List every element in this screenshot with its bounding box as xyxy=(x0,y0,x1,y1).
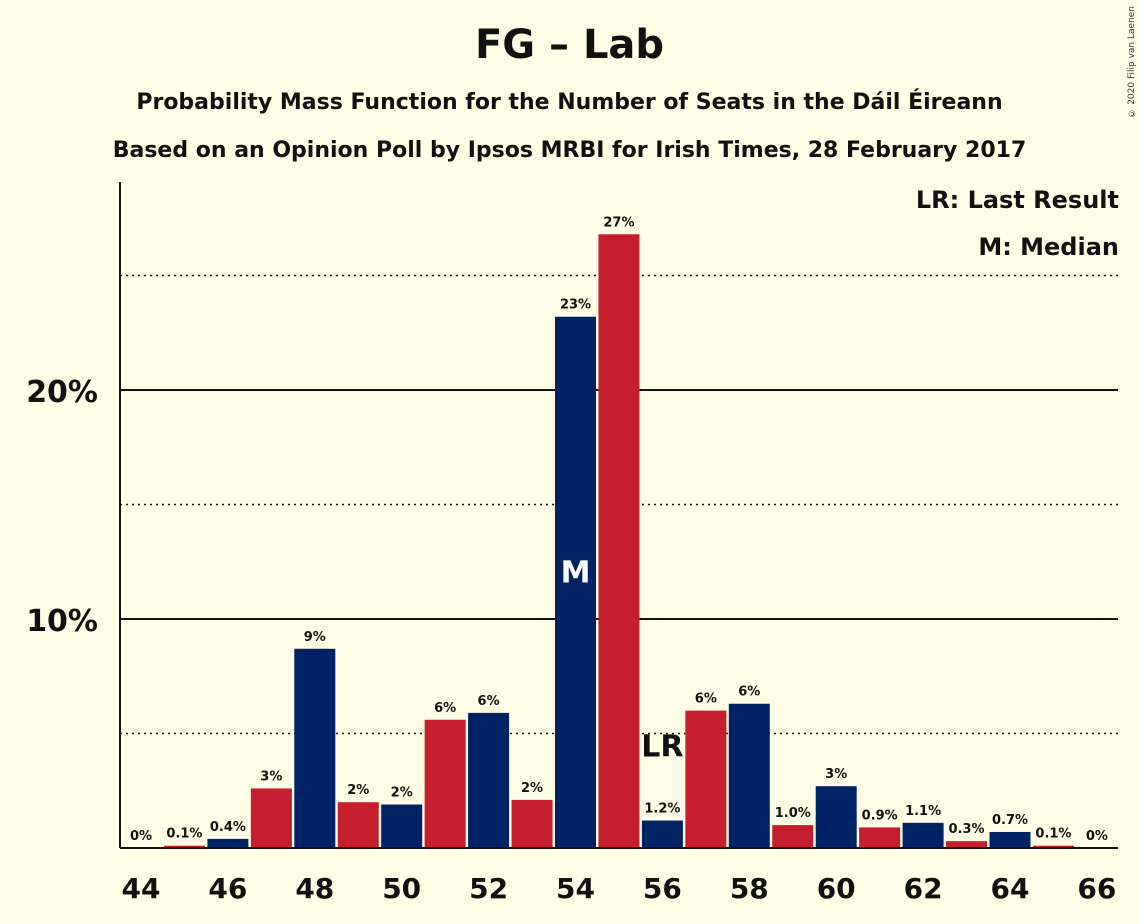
x-tick-label: 58 xyxy=(730,872,769,905)
y-tick-label: 10% xyxy=(26,604,98,639)
bars xyxy=(163,234,1074,849)
x-tick-label: 64 xyxy=(991,872,1030,905)
bar-seat-46 xyxy=(207,838,249,848)
bar-seat-60 xyxy=(815,786,857,848)
bar-value-label: 0.3% xyxy=(949,822,985,837)
x-tick-label: 46 xyxy=(208,872,247,905)
bar-value-label: 1.0% xyxy=(775,806,811,821)
bar-seat-59 xyxy=(772,825,814,848)
bar-value-label: 0.1% xyxy=(166,827,202,842)
x-tick-label: 52 xyxy=(469,872,508,905)
bar-value-label: 6% xyxy=(695,692,717,707)
chart-title: FG – Lab xyxy=(474,22,665,68)
y-tick-label: 20% xyxy=(26,375,98,410)
bar-value-label: 27% xyxy=(603,215,634,230)
x-tick-label: 66 xyxy=(1077,872,1116,905)
x-tick-label: 48 xyxy=(295,872,334,905)
x-tick-label: 54 xyxy=(556,872,595,905)
bar-value-label: 0.1% xyxy=(1035,827,1071,842)
bar-seat-65 xyxy=(1032,845,1074,848)
x-axis-ticks: 44 46 48 50 52 54 56 58 60 62 64 66 xyxy=(122,872,1117,905)
bar-value-label: 6% xyxy=(478,694,500,709)
bar-seat-54 xyxy=(555,316,596,849)
bar-seat-63 xyxy=(946,841,988,848)
bar-seat-64 xyxy=(989,831,1031,848)
bar-value-label: 2% xyxy=(521,781,543,796)
bar-value-label: 0.7% xyxy=(992,813,1028,828)
bar-value-label: 0.9% xyxy=(862,808,898,823)
bar-value-label: 9% xyxy=(304,630,326,645)
bar-seat-53 xyxy=(511,799,553,848)
x-tick-label: 50 xyxy=(382,872,421,905)
chart-source-subtitle: Based on an Opinion Poll by Ipsos MRBI f… xyxy=(112,138,1027,163)
bar-seat-57 xyxy=(685,710,727,848)
bar-value-label: 0% xyxy=(1086,829,1108,844)
x-tick-label: 60 xyxy=(817,872,856,905)
bar-seat-48 xyxy=(294,648,336,848)
bar-seat-62 xyxy=(902,822,944,848)
legend-median: M: Median xyxy=(978,233,1119,261)
last-result-marker: LR xyxy=(641,730,683,765)
markers: M LR xyxy=(561,555,684,764)
bar-value-label: 1.2% xyxy=(644,802,680,817)
bar-value-label: 3% xyxy=(260,769,282,784)
bar-seat-50 xyxy=(381,804,423,848)
bar-seat-51 xyxy=(424,719,466,848)
bar-value-label: 2% xyxy=(391,785,413,800)
bar-seat-61 xyxy=(859,827,901,848)
bar-value-label: 3% xyxy=(825,767,847,782)
bar-seat-45 xyxy=(163,845,205,848)
bar-seat-56 xyxy=(641,820,683,848)
bar-value-label: 6% xyxy=(434,701,456,716)
axes xyxy=(119,182,1118,849)
bar-seat-49 xyxy=(337,802,379,848)
bar-value-label: 0% xyxy=(130,829,152,844)
x-tick-label: 62 xyxy=(904,872,943,905)
bar-seat-52 xyxy=(468,712,510,848)
y-axis-ticks: 10% 20% xyxy=(26,375,98,639)
x-tick-label: 56 xyxy=(643,872,682,905)
bar-value-label: 23% xyxy=(560,298,591,313)
legend-last-result: LR: Last Result xyxy=(915,186,1119,214)
bar-value-label: 1.1% xyxy=(905,804,941,819)
bar-value-label: 2% xyxy=(347,783,369,798)
bar-seat-55 xyxy=(598,234,640,848)
bar-value-label: 6% xyxy=(738,685,760,700)
chart-subtitle: Probability Mass Function for the Number… xyxy=(136,90,1003,115)
bar-seat-47 xyxy=(250,788,292,848)
bar-value-label: 0.4% xyxy=(210,820,246,835)
median-marker: M xyxy=(561,555,591,590)
bar-seat-58 xyxy=(728,703,770,848)
x-tick-label: 44 xyxy=(122,872,161,905)
bar-value-labels: 0% 0.1% 0.4% 3% 9% 2% 2% 6% 6% 2% 23% 27% 1.2% 6% 6% 1.… xyxy=(130,215,1108,844)
